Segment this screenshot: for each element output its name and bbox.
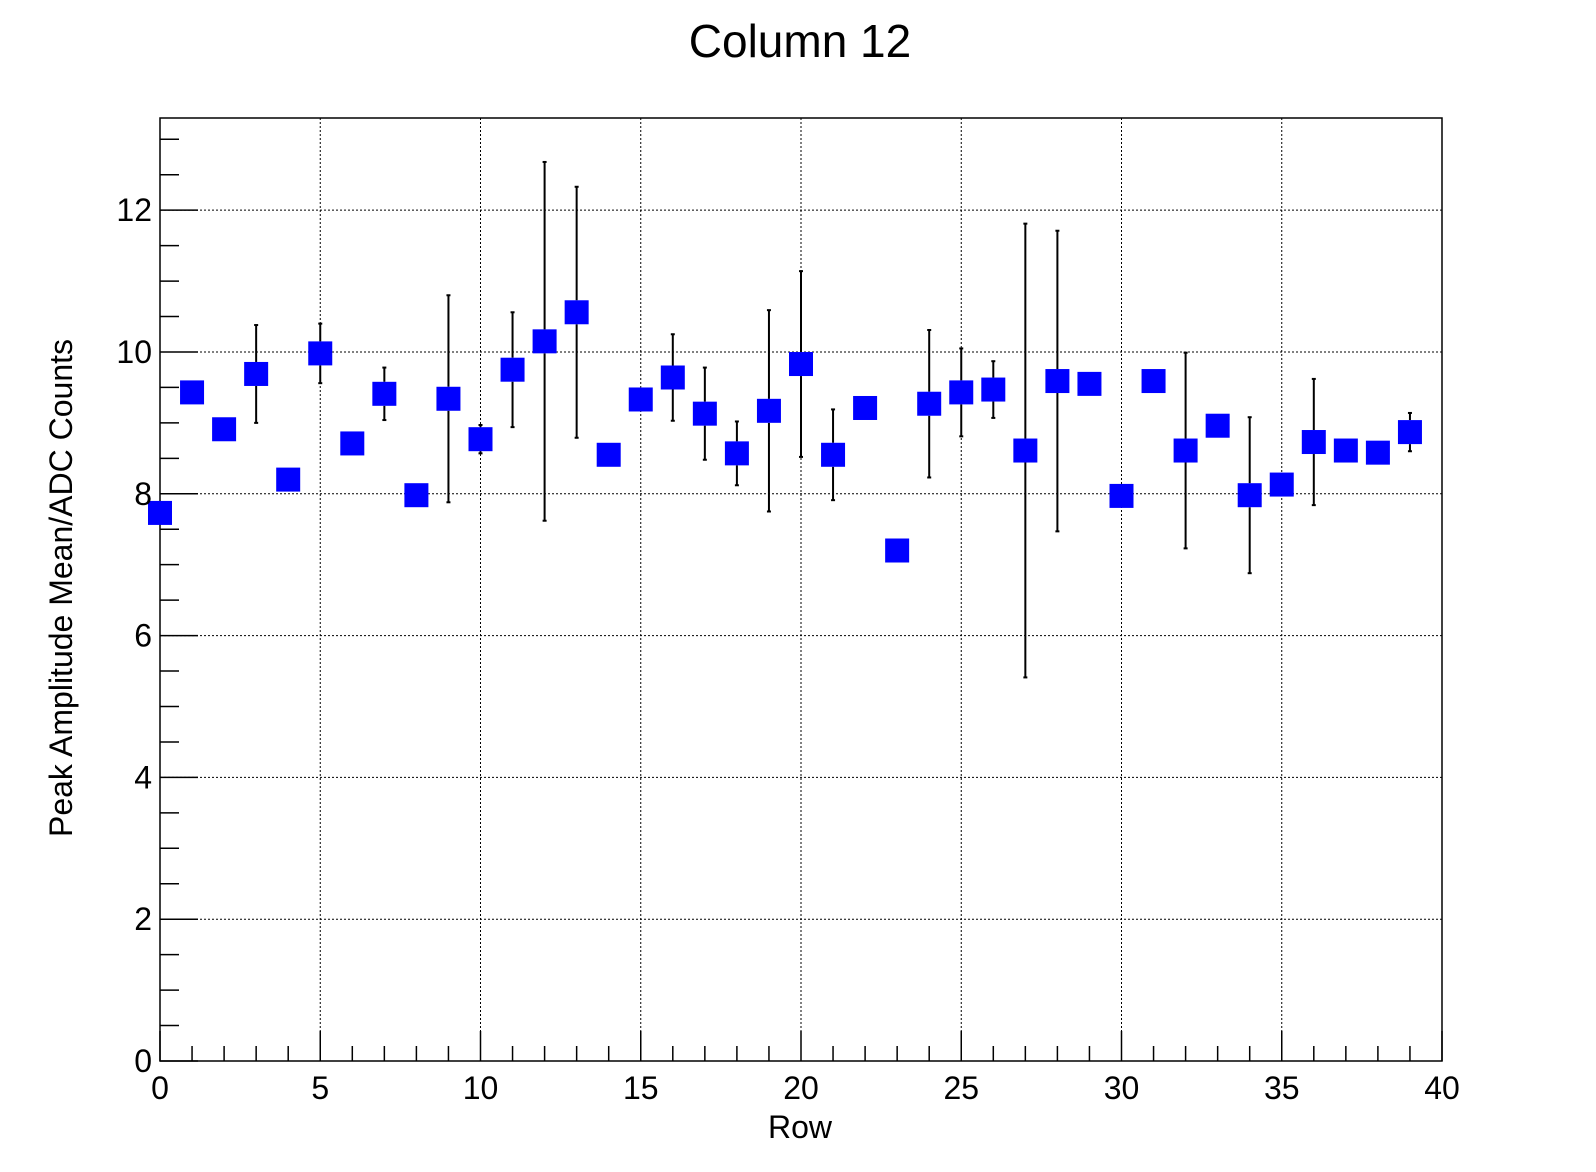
- data-point: [1269, 472, 1294, 497]
- data-point: [436, 386, 461, 411]
- data-point: [1109, 483, 1134, 508]
- data-point: [468, 427, 493, 452]
- data-point: [1365, 440, 1390, 465]
- data-point: [244, 361, 269, 386]
- data-point: [532, 329, 557, 354]
- data-point: [212, 417, 237, 442]
- chart-title: Column 12: [689, 15, 911, 67]
- data-point: [1397, 420, 1422, 445]
- x-axis-title: Row: [768, 1109, 833, 1145]
- data-point: [180, 380, 205, 405]
- data-point: [340, 431, 365, 456]
- data-points: [148, 300, 1422, 563]
- data-point: [596, 442, 621, 467]
- y-tick-label: 6: [134, 618, 152, 654]
- data-point: [404, 483, 429, 508]
- data-point: [372, 381, 397, 406]
- data-point: [1013, 438, 1038, 463]
- data-point: [1173, 438, 1198, 463]
- data-point: [148, 500, 172, 525]
- data-point: [276, 467, 301, 492]
- x-tick-label: 0: [151, 1070, 169, 1106]
- error-bars: [254, 160, 1412, 679]
- data-point: [724, 441, 749, 466]
- data-point: [692, 401, 717, 426]
- data-point: [500, 357, 525, 382]
- data-point: [981, 377, 1006, 402]
- data-point: [1141, 369, 1166, 394]
- x-tick-label: 30: [1104, 1070, 1140, 1106]
- data-point: [789, 352, 813, 377]
- y-tick-label: 8: [134, 476, 152, 512]
- data-point: [564, 300, 589, 325]
- x-tick-label: 25: [943, 1070, 979, 1106]
- tick-labels: 0 5 10 15 20 25 30 35 40 0 2 4 6 8 10 12: [116, 192, 1459, 1106]
- y-tick-label: 2: [134, 901, 152, 937]
- data-point: [1205, 413, 1230, 438]
- x-tick-label: 40: [1424, 1070, 1460, 1106]
- x-tick-label: 5: [311, 1070, 329, 1106]
- x-tick-label: 15: [623, 1070, 659, 1106]
- plot-frame: [159, 117, 1443, 1062]
- data-point: [1045, 369, 1070, 394]
- data-point: [756, 398, 781, 423]
- y-tick-label: 4: [134, 759, 152, 795]
- data-point: [885, 538, 910, 563]
- data-point: [949, 380, 974, 405]
- y-axis-title: Peak Amplitude Mean/ADC Counts: [43, 339, 79, 837]
- data-point: [660, 365, 685, 390]
- data-point: [1077, 371, 1102, 396]
- data-point: [308, 341, 333, 366]
- data-point: [1237, 483, 1262, 508]
- y-tick-label: 10: [116, 334, 152, 370]
- data-point: [628, 387, 653, 412]
- x-tick-label: 10: [463, 1070, 499, 1106]
- x-tick-label: 35: [1264, 1070, 1300, 1106]
- data-point: [821, 442, 846, 467]
- y-tick-label: 0: [134, 1043, 152, 1079]
- data-point: [853, 395, 878, 420]
- data-point: [917, 391, 942, 416]
- data-point: [1301, 430, 1326, 455]
- y-tick-label: 12: [116, 192, 152, 228]
- data-point: [1333, 438, 1358, 463]
- x-tick-label: 20: [783, 1070, 819, 1106]
